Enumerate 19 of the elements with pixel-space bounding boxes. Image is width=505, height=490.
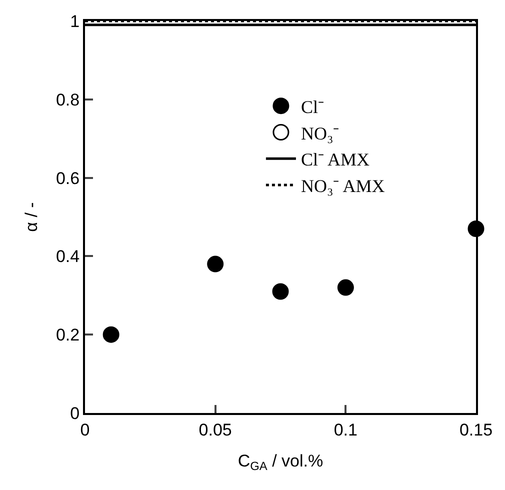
x-tick-label: 0.15 (459, 420, 493, 440)
point (337, 279, 354, 296)
y-tick-label: 0.6 (56, 168, 80, 188)
y-axis-title: α / - (22, 202, 42, 232)
x-tick-label: 0.05 (198, 420, 232, 440)
y-tick-label: 0.4 (56, 247, 80, 266)
point (102, 326, 120, 343)
legend-label: Cl⁻ (300, 96, 324, 117)
point (207, 256, 224, 272)
y-tick-label: 0.8 (56, 90, 80, 110)
point (272, 283, 289, 300)
y-tick-label: 0.2 (56, 326, 80, 345)
legend-label: Cl⁻ AMX (300, 150, 370, 170)
y-tick-label: 1 (70, 12, 80, 31)
x-axis-title: C$_{GA}$ / vol.% (238, 451, 324, 473)
legend-label: NO₃⁻ (300, 123, 340, 144)
x-tick-label: 0.1 (334, 420, 358, 440)
legend-label: NO₃⁻ AMX (300, 176, 385, 196)
y-tick-label: 0 (70, 404, 80, 423)
